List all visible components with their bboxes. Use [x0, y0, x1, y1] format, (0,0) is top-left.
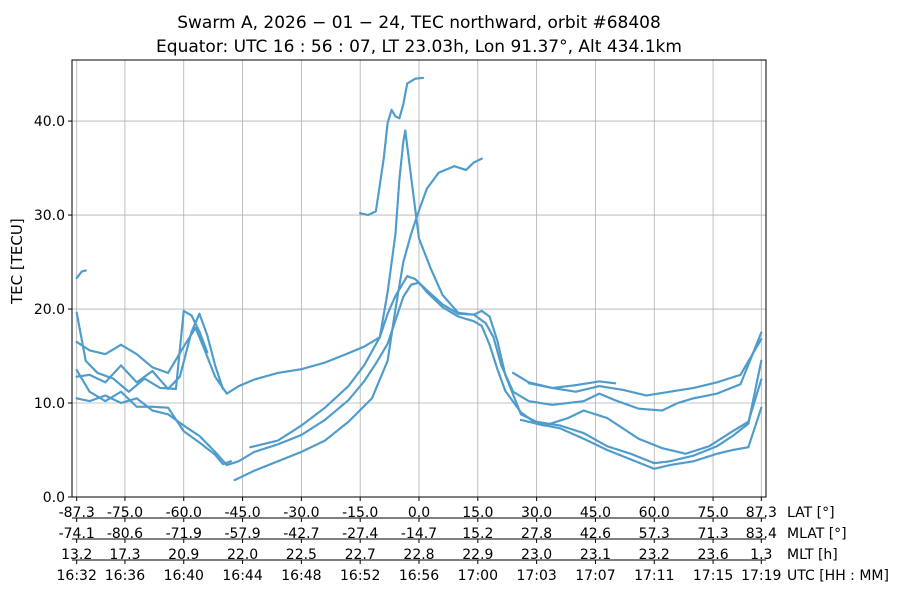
y-tick-label-3: 30.0 — [34, 208, 65, 224]
x-tick-label-0-9: 45.0 — [580, 505, 611, 521]
point-9-70 — [613, 382, 617, 385]
x-tick-label-3-7: 17:00 — [458, 568, 498, 584]
series-3 — [75, 309, 209, 393]
x-tick-label-2-8: 23.0 — [521, 547, 552, 563]
series-11 — [75, 269, 87, 280]
x-tick-label-1-9: 42.6 — [580, 526, 611, 542]
x-tick-label-2-12: 1.3 — [750, 547, 772, 563]
x-tick-label-2-6: 22.8 — [403, 547, 434, 563]
point-11-11 — [84, 269, 87, 272]
x-tick-label-3-6: 16:56 — [399, 568, 439, 584]
x-tick-label-2-2: 20.9 — [168, 547, 199, 563]
x-tick-label-0-0: -87.3 — [59, 505, 95, 521]
series-0 — [75, 281, 763, 470]
point-10-230 — [760, 378, 763, 381]
x-tick-label-1-10: 57.3 — [639, 526, 670, 542]
x-tick-label-1-12: 83.4 — [746, 526, 777, 542]
x-tick-label-3-3: 16:44 — [222, 568, 262, 584]
x-tick-label-1-3: -57.9 — [224, 526, 260, 542]
x-tick-label-2-10: 23.2 — [639, 547, 670, 563]
x-axis-label-1: MLAT [°] — [787, 526, 847, 542]
x-axis-rows: -87.3 -75.0 -60.0 -45.0 -30.0 -15.0 0.0 15.0 30.… — [57, 497, 889, 584]
y-tick-label-1: 10.0 — [34, 396, 65, 412]
x-tick-label-2-3: 22.0 — [227, 547, 258, 563]
x-tick-label-2-0: 13.2 — [61, 547, 92, 563]
x-tick-label-0-7: 15.0 — [462, 505, 493, 521]
x-tick-label-3-0: 16:32 — [57, 568, 97, 584]
point-7-148 — [421, 76, 425, 80]
x-tick-label-1-5: -27.4 — [342, 526, 378, 542]
series-7 — [359, 76, 425, 217]
x-tick-label-0-4: -30.0 — [283, 505, 319, 521]
x-tick-label-0-12: 87.3 — [746, 505, 777, 521]
point-1-949 — [760, 331, 763, 334]
x-tick-label-3-5: 16:52 — [340, 568, 380, 584]
x-tick-label-2-11: 23.6 — [697, 547, 728, 563]
x-tick-label-1-4: -42.7 — [283, 526, 319, 542]
x-tick-label-0-3: -45.0 — [224, 505, 260, 521]
series-4 — [75, 368, 232, 466]
series-6 — [249, 275, 763, 465]
y-tick-label-2: 20.0 — [34, 302, 65, 318]
grid-lines — [72, 60, 766, 498]
x-tick-label-1-8: 27.8 — [521, 526, 552, 542]
x-tick-label-3-8: 17:03 — [516, 568, 556, 584]
x-tick-label-0-5: -15.0 — [342, 505, 378, 521]
x-tick-label-3-9: 17:07 — [575, 568, 615, 584]
point-2-223 — [221, 387, 225, 391]
y-tick-label-4: 40.0 — [34, 114, 65, 130]
point-0-727 — [760, 406, 763, 409]
x-tick-label-0-2: -60.0 — [166, 505, 202, 521]
x-tick-label-1-11: 71.3 — [697, 526, 728, 542]
point-3-226 — [206, 351, 209, 354]
y-axis-ticks: 0.0 10.0 20.0 30.0 40.0 — [34, 114, 72, 506]
x-tick-label-2-9: 23.1 — [580, 547, 611, 563]
x-tick-label-0-6: 0.0 — [408, 505, 430, 521]
y-tick-label-0: 0.0 — [43, 490, 65, 506]
x-tick-label-1-0: -74.1 — [59, 526, 95, 542]
x-tick-label-0-1: -75.0 — [107, 505, 143, 521]
x-axis-label-3: UTC [HH : MM] — [787, 568, 889, 584]
x-tick-label-2-1: 17.3 — [109, 547, 140, 563]
x-axis-label-0: LAT [°] — [787, 505, 835, 521]
x-tick-label-1-7: 15.2 — [462, 526, 493, 542]
x-tick-label-1-6: -14.7 — [401, 526, 437, 542]
x-tick-label-3-12: 17:19 — [741, 568, 781, 584]
chart-title: Swarm A, 2026 − 01 − 24, TEC northward, … — [177, 13, 661, 33]
x-tick-label-0-11: 75.0 — [697, 505, 728, 521]
x-tick-label-3-2: 16:40 — [164, 568, 204, 584]
x-tick-label-2-7: 22.9 — [462, 547, 493, 563]
x-tick-label-2-4: 22.5 — [286, 547, 317, 563]
x-tick-label-1-2: -71.9 — [166, 526, 202, 542]
x-tick-label-3-10: 17:11 — [634, 568, 674, 584]
x-tick-label-3-4: 16:48 — [281, 568, 321, 584]
series-10 — [519, 378, 763, 455]
x-tick-label-2-5: 22.7 — [345, 547, 376, 563]
x-tick-label-0-8: 30.0 — [521, 505, 552, 521]
x-tick-label-3-1: 16:36 — [105, 568, 145, 584]
x-tick-label-3-11: 17:15 — [693, 568, 733, 584]
x-tick-label-1-1: -80.6 — [107, 526, 143, 542]
series-9 — [527, 380, 617, 390]
point-8-218 — [760, 337, 763, 341]
chart-subtitle: Equator: UTC 16 : 56 : 07, LT 23.03h, Lo… — [156, 37, 682, 57]
x-axis-label-2: MLT [h] — [787, 547, 838, 563]
data-points — [75, 76, 763, 482]
point-4-163 — [229, 460, 232, 463]
point-6-596 — [760, 359, 763, 362]
point-5-355 — [480, 157, 483, 160]
series-5 — [233, 157, 483, 482]
x-tick-label-0-10: 60.0 — [639, 505, 670, 521]
